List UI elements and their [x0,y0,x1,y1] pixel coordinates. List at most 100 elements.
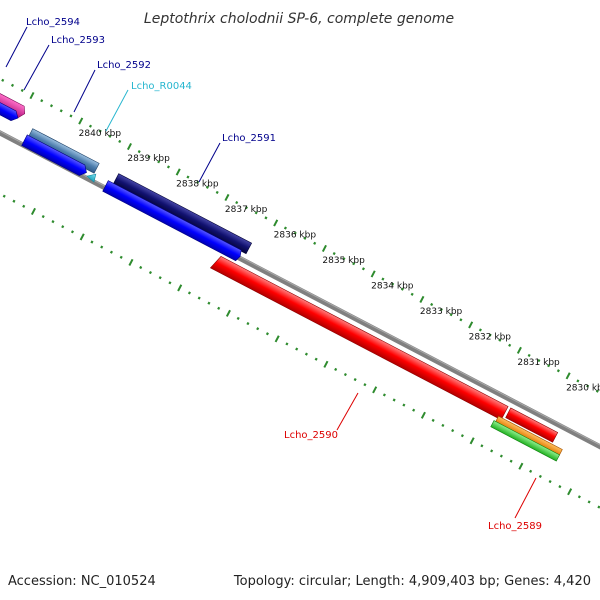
minor-tick [158,276,162,280]
minor-tick [576,379,580,383]
minor-tick [558,485,562,489]
minor-tick [139,265,143,270]
minor-tick [490,449,494,453]
minor-tick [391,282,395,286]
minor-tick [449,313,453,317]
minor-tick [147,155,151,159]
minor-tick [343,372,347,377]
minor-tick [10,83,15,87]
minor-tick [587,500,591,504]
minor-tick [460,434,464,438]
gene-label-lcho-2590[interactable]: Lcho_2590 [284,430,338,441]
minor-tick [187,291,191,295]
gene-label-lcho-2592[interactable]: Lcho_2592 [97,60,151,71]
major-tick [79,233,85,241]
minor-tick [548,479,552,484]
tick-label: 2836 kbp [274,231,317,241]
minor-tick [498,338,502,342]
tick-label: 2832 kbp [469,333,512,343]
minor-tick [148,271,152,275]
minor-tick [508,343,512,347]
major-tick [420,411,426,419]
minor-tick [265,332,269,336]
gene-lcho-2593[interactable] [21,134,90,178]
minor-tick [451,428,455,433]
minor-tick [51,220,55,224]
minor-tick [488,333,492,337]
gene-label-lcho-2594[interactable]: Lcho_2594 [26,17,80,28]
gene-lcho-2591[interactable] [112,173,253,255]
gene-lcho-r0044[interactable] [86,171,98,183]
gene-label-lcho-2591[interactable]: Lcho_2591 [222,133,276,144]
minor-tick [1,78,5,82]
major-tick [565,372,571,380]
major-tick [224,193,230,202]
minor-tick [332,251,336,256]
major-tick [518,462,524,470]
major-tick [516,346,522,354]
minor-tick [98,129,102,133]
callout-line-lcho-2589 [514,477,537,519]
gene-label-lcho-r0044[interactable]: Lcho_R0044 [131,81,192,92]
gene-lcho-2589-green-track[interactable] [490,420,560,462]
major-tick [126,142,132,151]
major-tick [274,335,280,343]
gene-lcho-2592-body[interactable] [27,128,100,174]
minor-tick [431,418,435,422]
minor-tick [41,214,45,219]
major-tick [370,270,376,278]
minor-tick [186,175,190,179]
minor-tick [538,474,542,479]
major-tick [321,244,327,253]
tick-labels: 2840 kbp 2839 kbp 2838 kbp 2837 kbp 2836 kbp… [79,129,600,394]
minor-tick [509,459,513,463]
callout-line-lcho-2594 [5,26,28,68]
gene-lcho-2591-partner[interactable] [102,180,243,262]
tick-label: 2840 kbp [79,129,122,139]
gene-strand-fragment-left[interactable] [0,90,20,123]
minor-tick [556,369,560,373]
minor-tick [586,384,590,388]
gene-lcho-2589[interactable] [505,407,559,443]
minor-tick [402,403,406,407]
minor-tick [527,353,531,358]
callout-line-lcho-2593 [23,44,50,91]
major-tick [273,219,279,227]
minor-tick [352,262,356,266]
minor-tick [254,211,258,215]
tick-label: 2838 kbp [176,180,219,190]
genome-strip: 2840 kbp 2839 kbp 2838 kbp 2837 kbp 2836 kbp… [0,78,600,509]
gene-lcho-2590[interactable] [209,255,509,421]
minor-tick [108,134,112,138]
minor-tick [361,267,365,271]
major-tick [225,309,231,317]
gene-label-lcho-2589[interactable]: Lcho_2589 [488,521,542,532]
tick-row-top [1,78,599,393]
minor-tick [197,296,201,300]
major-tick [177,284,183,292]
minor-tick [2,194,6,198]
minor-tick [256,327,260,331]
minor-tick [595,389,599,393]
gene-label-lcho-2593[interactable]: Lcho_2593 [51,35,105,46]
minor-tick [342,257,346,261]
tick-label: 2830 kbp [566,384,600,394]
minor-tick [90,240,94,244]
callout-line-lcho-r0044 [105,89,129,132]
callout-line-lcho-2591 [198,142,221,183]
minor-tick [529,469,533,473]
minor-tick [157,160,161,164]
minor-tick [236,316,240,321]
minor-tick [59,109,63,113]
minor-tick [537,358,541,363]
minor-tick [61,225,65,229]
minor-tick [22,204,26,208]
minor-tick [69,114,73,118]
minor-tick [499,454,503,458]
minor-tick [293,231,297,235]
minor-tick [264,216,268,220]
callout-line-lcho-2590 [336,392,359,431]
minor-tick [244,206,248,210]
